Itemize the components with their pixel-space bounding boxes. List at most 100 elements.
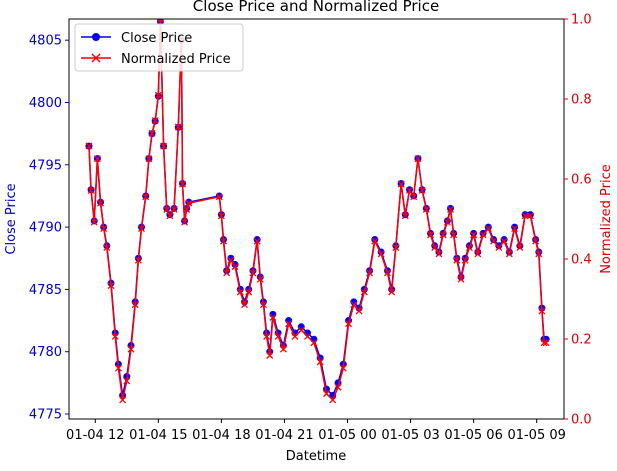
point-normalized [163,206,171,213]
point-normalized [217,212,225,220]
point-close [185,198,193,206]
legend-marker-close [92,33,100,41]
y-right-tick-label: 0.0 [571,413,592,428]
point-normalized [131,301,139,309]
point-normalized [371,237,379,245]
y-right-tick-label: 1.0 [571,13,592,28]
point-normalized [484,225,492,232]
point-normalized [183,206,191,213]
point-normalized [100,225,108,232]
point-normalized [542,339,550,347]
point-normalized [156,19,164,23]
point-normalized [540,339,548,347]
point-normalized [479,231,487,239]
point-normalized [535,250,543,258]
plot-frame [68,18,565,420]
point-normalized [418,186,426,194]
x-tick-label: 01-04 12 [66,428,124,443]
x-tick-label: 01-04 15 [129,428,187,443]
point-normalized [388,288,396,296]
y-left-tick-label: 4775 [29,408,62,423]
point-normalized [410,193,418,201]
point-normalized [457,275,465,283]
series-marks [85,19,550,404]
point-normalized [111,333,119,340]
point-normalized [279,345,287,353]
legend-box [74,23,244,72]
point-normalized [134,256,142,264]
y-axis-left-label: Close Price [4,183,19,254]
point-normalized [422,206,430,213]
point-normalized [269,313,277,321]
x-tick-label: 01-05 00 [318,428,376,443]
point-normalized [85,142,93,150]
point-normalized [138,225,145,232]
y-axis-right-label: Normalized Price [599,164,614,274]
point-normalized [329,396,337,404]
point-normalized [427,231,434,239]
point-close [479,229,487,237]
point-normalized [383,269,391,277]
point-normalized [263,333,271,340]
point-normalized [350,301,358,309]
point-normalized [431,244,439,252]
point-normalized [495,244,503,252]
point-normalized [266,352,274,359]
point-normalized [323,390,330,398]
point-normalized [474,250,482,258]
y-left-tick-label: 4800 [29,96,62,111]
point-normalized [119,396,127,404]
point-normalized [310,339,318,347]
point-normalized [334,383,342,391]
point-normalized [160,142,168,150]
point-normalized [532,237,540,245]
point-close [310,335,318,343]
point-normalized [339,364,347,372]
point-normalized [87,186,95,194]
y-axis-left: 4775 4780 4785 4790 4795 4800 4805 [29,34,69,423]
legend: Close Price Normalized Price [74,23,244,72]
point-normalized [215,193,223,201]
point-close [253,236,261,244]
point-normalized [231,263,239,271]
point-normalized [170,206,178,213]
plot-area-group [85,19,550,404]
x-tick-label: 01-04 18 [192,428,250,443]
point-normalized [253,237,261,245]
point-normalized [107,282,115,290]
point-normalized [500,237,508,245]
point-normalized [345,320,353,328]
point-normalized [256,275,264,283]
point-normalized [223,269,231,277]
point-normalized [151,117,159,125]
point-normalized [259,301,267,309]
point-normalized [516,244,524,252]
chart-title: Close Price and Normalized Price [193,0,439,15]
y-left-tick-label: 4790 [29,221,62,236]
point-normalized [236,288,244,296]
point-normalized [185,199,193,207]
point-normalized [505,250,513,258]
point-normalized [439,231,447,239]
point-normalized [470,231,478,239]
point-normalized [538,307,546,315]
x-tick-label: 01-05 06 [444,428,502,443]
point-normalized [461,256,469,264]
point-close [500,236,508,244]
point-normalized [447,206,454,213]
point-normalized [316,358,324,366]
point-normalized [127,345,135,353]
point-normalized [450,231,458,239]
point-normalized [114,364,122,372]
point-normalized [414,155,422,163]
point-normalized [526,212,534,220]
point-normalized [490,237,498,245]
point-normalized [241,301,248,309]
point-normalized [511,225,519,232]
point-normalized [145,155,153,163]
x-axis: 01-04 12 01-04 15 01-04 18 01-04 21 01-05 00… [66,419,566,443]
point-normalized [154,91,162,99]
series-line-normalized [88,19,547,402]
